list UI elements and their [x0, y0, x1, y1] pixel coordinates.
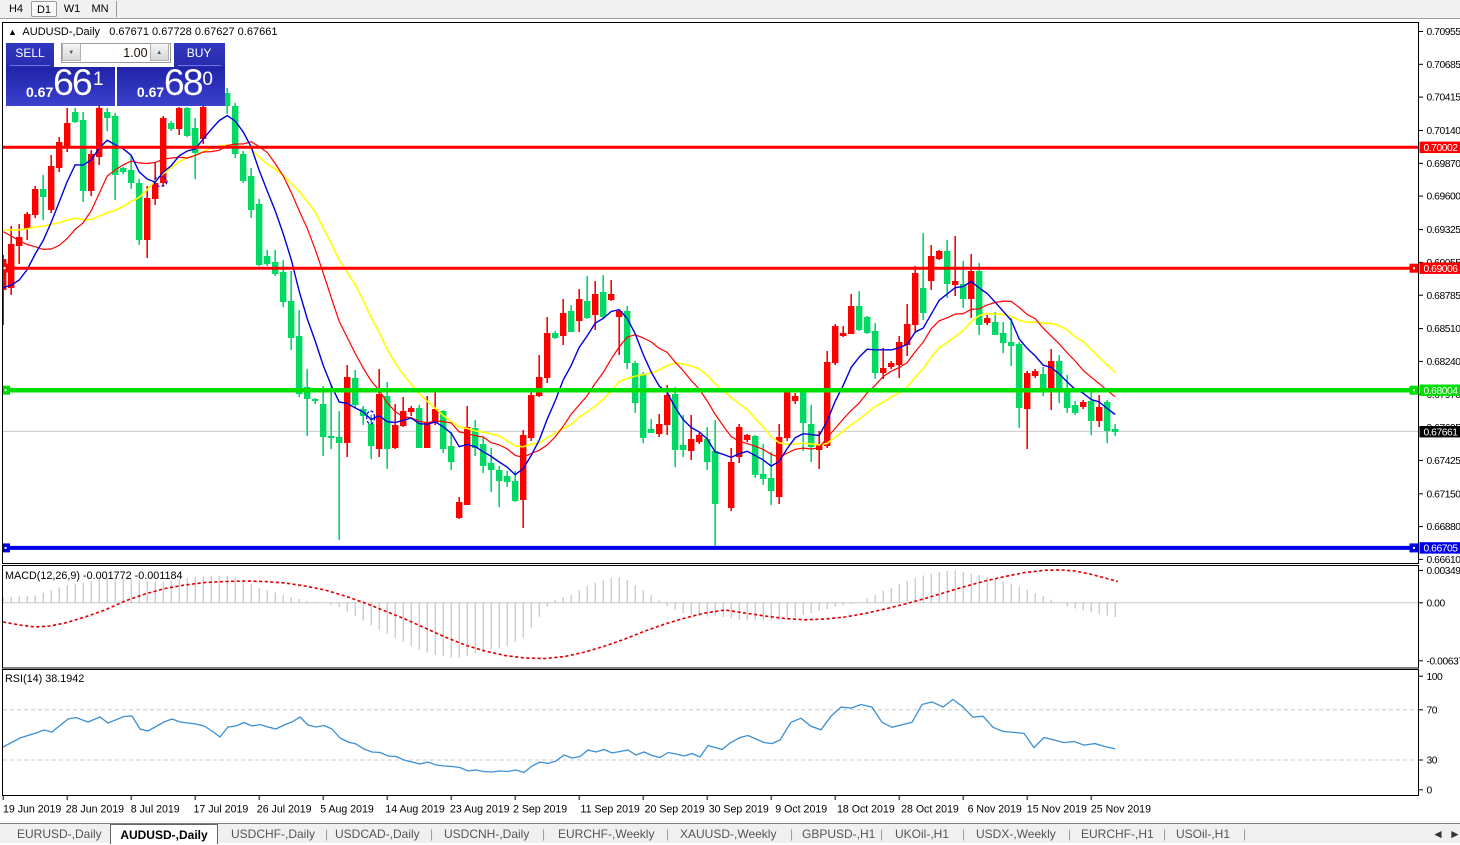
- svg-text:20 Sep 2019: 20 Sep 2019: [645, 804, 705, 816]
- svg-text:9 Oct 2019: 9 Oct 2019: [775, 804, 827, 816]
- svg-text:30 Sep 2019: 30 Sep 2019: [709, 804, 769, 816]
- svg-text:0: 0: [1427, 785, 1433, 796]
- svg-text:11 Sep 2019: 11 Sep 2019: [581, 804, 640, 816]
- svg-text:0.70685: 0.70685: [1427, 60, 1460, 71]
- svg-text:14 Aug 2019: 14 Aug 2019: [385, 804, 445, 816]
- svg-text:0.68785: 0.68785: [1427, 291, 1460, 302]
- svg-text:0.66705: 0.66705: [1424, 544, 1459, 555]
- svg-text:5 Aug 2019: 5 Aug 2019: [320, 804, 374, 816]
- svg-text:23 Aug 2019: 23 Aug 2019: [450, 804, 510, 816]
- svg-text:18 Oct 2019: 18 Oct 2019: [837, 804, 895, 816]
- svg-text:0.70140: 0.70140: [1427, 126, 1460, 137]
- svg-text:2 Sep 2019: 2 Sep 2019: [513, 804, 567, 816]
- svg-text:-0.00637: -0.00637: [1427, 656, 1460, 667]
- svg-text:0.69870: 0.69870: [1427, 159, 1460, 170]
- svg-text:0.70955: 0.70955: [1427, 27, 1460, 38]
- svg-text:0.69600: 0.69600: [1427, 192, 1460, 203]
- svg-text:30: 30: [1427, 756, 1438, 767]
- svg-text:28 Oct 2019: 28 Oct 2019: [901, 804, 959, 816]
- svg-text:0.67425: 0.67425: [1427, 456, 1460, 467]
- svg-text:0.69006: 0.69006: [1424, 264, 1459, 275]
- svg-text:0.00349: 0.00349: [1427, 566, 1460, 577]
- svg-text:17 Jul 2019: 17 Jul 2019: [194, 804, 249, 816]
- svg-text:6 Nov 2019: 6 Nov 2019: [968, 804, 1022, 816]
- svg-text:0.66610: 0.66610: [1427, 555, 1460, 566]
- svg-text:100: 100: [1427, 672, 1444, 683]
- svg-text:0.70002: 0.70002: [1424, 143, 1459, 154]
- svg-text:0.68510: 0.68510: [1427, 324, 1460, 335]
- svg-text:0.66880: 0.66880: [1427, 522, 1460, 533]
- svg-text:0.69325: 0.69325: [1427, 225, 1460, 236]
- svg-text:0.70415: 0.70415: [1427, 93, 1460, 104]
- svg-text:15 Nov 2019: 15 Nov 2019: [1027, 804, 1087, 816]
- svg-text:0.68004: 0.68004: [1424, 386, 1459, 397]
- svg-text:0.68240: 0.68240: [1427, 357, 1460, 368]
- svg-text:25 Nov 2019: 25 Nov 2019: [1091, 804, 1151, 816]
- svg-text:0.67150: 0.67150: [1427, 489, 1460, 500]
- svg-text:0.00: 0.00: [1427, 598, 1446, 609]
- svg-text:8 Jul 2019: 8 Jul 2019: [131, 804, 180, 816]
- svg-text:70: 70: [1427, 705, 1438, 716]
- svg-text:26 Jul 2019: 26 Jul 2019: [257, 804, 312, 816]
- svg-text:28 Jun 2019: 28 Jun 2019: [66, 804, 124, 816]
- svg-text:0.67661: 0.67661: [1424, 427, 1459, 438]
- svg-text:19 Jun 2019: 19 Jun 2019: [3, 804, 61, 816]
